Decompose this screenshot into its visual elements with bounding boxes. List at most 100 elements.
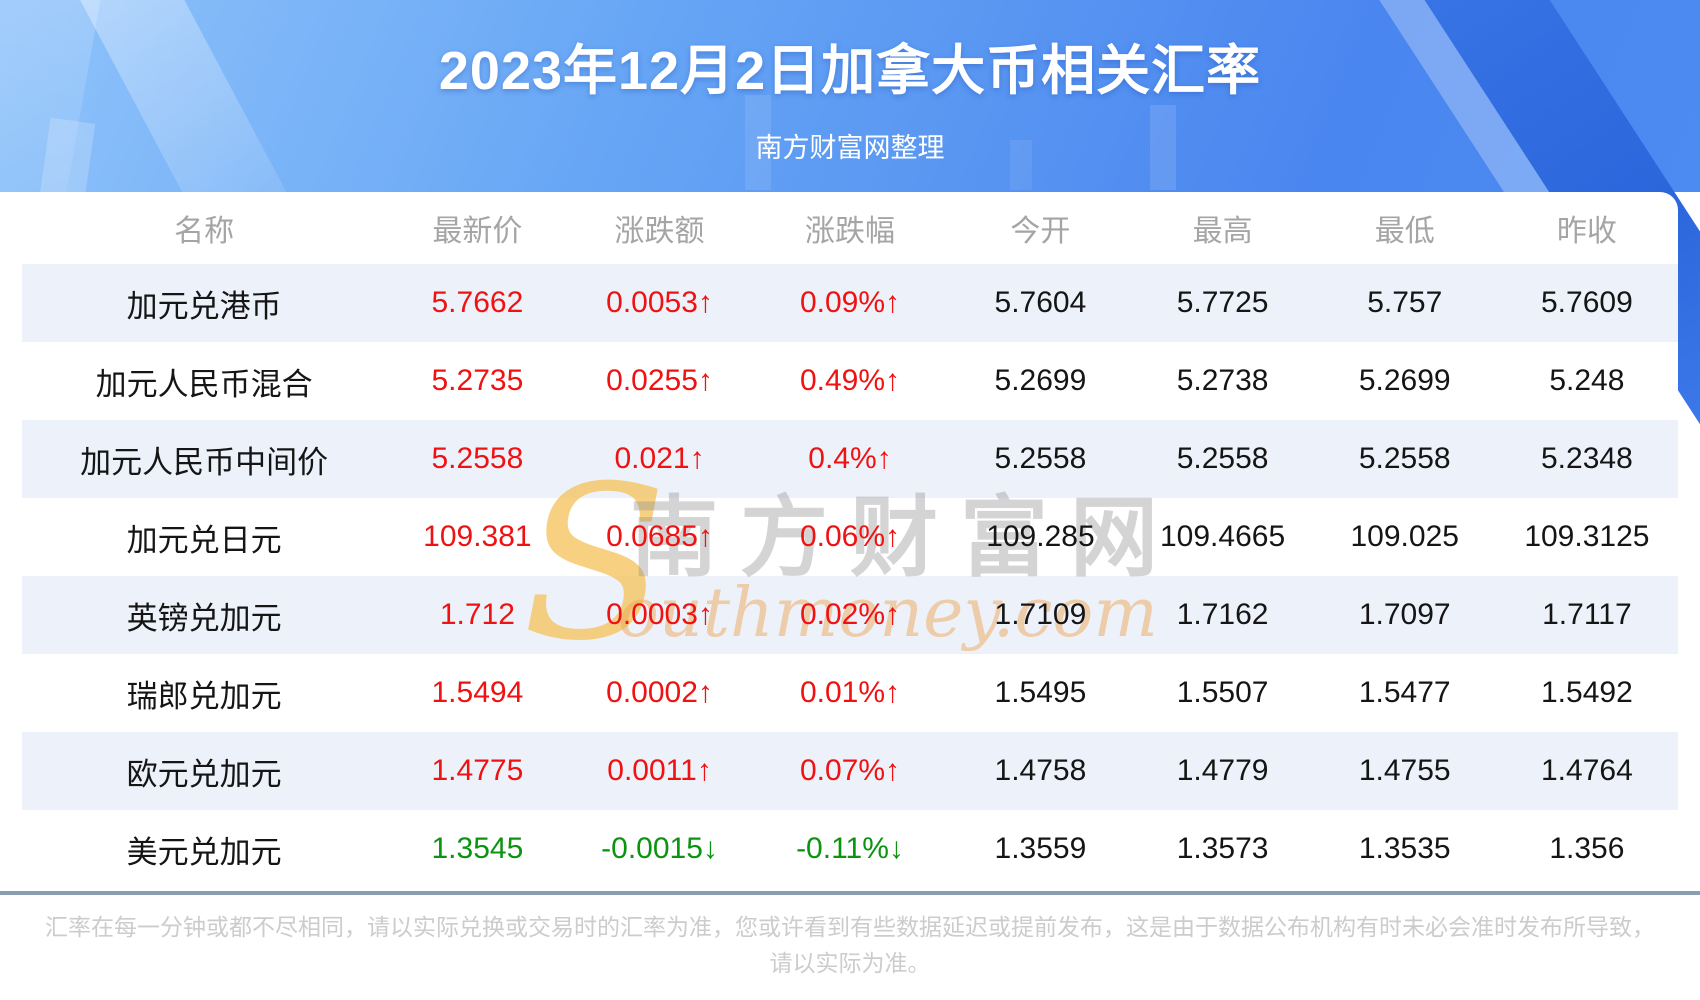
cell-text: 1.7097 bbox=[1358, 598, 1451, 631]
cell-text: 5.2558 bbox=[1176, 442, 1269, 475]
cell-text: 5.757 bbox=[1367, 286, 1443, 319]
table-header-row: 名称 最新价 涨跌额 涨跌幅 今开 最高 最低 昨收 bbox=[22, 192, 1678, 264]
column-header: 昨收 bbox=[1496, 206, 1678, 250]
cell-latest: 1.5494 bbox=[386, 676, 568, 710]
cell-low: 109.025 bbox=[1314, 520, 1496, 554]
cell-text: 加元人民币中间价 bbox=[80, 444, 329, 480]
cell-change: 0.0255↑ bbox=[568, 364, 750, 398]
column-header-label: 今开 bbox=[1010, 215, 1071, 248]
cell-low: 1.4755 bbox=[1314, 754, 1496, 788]
cell-prev: 1.7117 bbox=[1496, 598, 1678, 632]
cell-text: 加元人民币混合 bbox=[95, 366, 313, 402]
cell-high: 109.4665 bbox=[1132, 520, 1314, 554]
cell-text: 109.025 bbox=[1350, 520, 1459, 553]
cell-text: 欧元兑加元 bbox=[126, 756, 282, 792]
cell-text: 0.01%↑ bbox=[799, 676, 901, 709]
banner-candle-bar bbox=[745, 95, 771, 190]
cell-text: 0.0002↑ bbox=[606, 676, 713, 709]
cell-text: 1.7109 bbox=[994, 598, 1087, 631]
cell-text: 5.2699 bbox=[1358, 364, 1451, 397]
cell-open: 5.2699 bbox=[949, 364, 1131, 398]
column-header: 今开 bbox=[949, 206, 1131, 250]
cell-text: 0.06%↑ bbox=[799, 520, 901, 553]
cell-name: 英镑兑加元 bbox=[22, 593, 386, 638]
cell-text: 英镑兑加元 bbox=[126, 600, 282, 636]
column-header: 最低 bbox=[1314, 206, 1496, 250]
column-header-label: 名称 bbox=[174, 215, 235, 248]
cell-name: 加元人民币混合 bbox=[22, 359, 386, 404]
column-header: 最新价 bbox=[386, 206, 568, 250]
cell-change: 0.0011↑ bbox=[568, 754, 750, 788]
cell-text: 1.712 bbox=[439, 598, 515, 631]
cell-text: 5.7662 bbox=[431, 286, 524, 319]
table-row: 瑞郎兑加元 1.5494 0.0002↑ 0.01%↑ 1.5495 1.5507 1.54… bbox=[22, 654, 1678, 732]
cell-text: 1.4764 bbox=[1541, 754, 1633, 787]
cell-text: 5.2348 bbox=[1541, 442, 1633, 475]
table-row: 美元兑加元 1.3545 -0.0015↓ -0.11%↓ 1.3559 1.3573 1.… bbox=[22, 810, 1678, 888]
column-header-label: 涨跌额 bbox=[614, 215, 705, 248]
cell-text: 0.09%↑ bbox=[799, 286, 901, 319]
cell-text: 1.356 bbox=[1549, 832, 1625, 865]
cell-name: 美元兑加元 bbox=[22, 827, 386, 872]
cell-low: 1.3535 bbox=[1314, 832, 1496, 866]
cell-prev: 5.7609 bbox=[1496, 286, 1678, 320]
banner-candle-bar bbox=[1150, 105, 1176, 190]
cell-pct: 0.4%↑ bbox=[751, 442, 950, 476]
table-body: 加元兑港币 5.7662 0.0053↑ 0.09%↑ 5.7604 5.7725 5.75… bbox=[22, 264, 1678, 888]
cell-text: 5.2738 bbox=[1176, 364, 1269, 397]
cell-text: 109.4665 bbox=[1160, 520, 1286, 553]
cell-text: 1.5495 bbox=[994, 676, 1087, 709]
cell-prev: 1.4764 bbox=[1496, 754, 1678, 788]
cell-high: 1.3573 bbox=[1132, 832, 1314, 866]
cell-latest: 5.2735 bbox=[386, 364, 568, 398]
cell-change: -0.0015↓ bbox=[568, 832, 750, 866]
cell-text: 1.5492 bbox=[1541, 676, 1633, 709]
cell-name: 加元人民币中间价 bbox=[22, 437, 386, 482]
cell-text: 5.2558 bbox=[1358, 442, 1451, 475]
cell-text: 1.4758 bbox=[994, 754, 1087, 787]
cell-text: 1.3573 bbox=[1176, 832, 1269, 865]
cell-text: 5.7604 bbox=[994, 286, 1087, 319]
cell-text: 1.7117 bbox=[1542, 598, 1632, 631]
cell-text: -0.11%↓ bbox=[796, 832, 904, 865]
cell-high: 1.4779 bbox=[1132, 754, 1314, 788]
cell-prev: 109.3125 bbox=[1496, 520, 1678, 554]
cell-text: 0.0053↑ bbox=[606, 286, 713, 319]
cell-text: 0.0003↑ bbox=[606, 598, 713, 631]
cell-open: 1.3559 bbox=[949, 832, 1131, 866]
cell-text: 0.02%↑ bbox=[799, 598, 901, 631]
cell-open: 5.7604 bbox=[949, 286, 1131, 320]
cell-name: 瑞郎兑加元 bbox=[22, 671, 386, 716]
cell-text: 5.7725 bbox=[1176, 286, 1269, 319]
cell-text: 109.3125 bbox=[1524, 520, 1650, 553]
disclaimer-line: 请以实际为准。 bbox=[769, 950, 931, 976]
cell-high: 5.2738 bbox=[1132, 364, 1314, 398]
column-header: 名称 bbox=[22, 206, 386, 250]
cell-text: 1.4755 bbox=[1358, 754, 1451, 787]
cell-open: 5.2558 bbox=[949, 442, 1131, 476]
cell-text: 1.5477 bbox=[1358, 676, 1451, 709]
cell-text: 5.2699 bbox=[994, 364, 1087, 397]
table-row: 加元人民币混合 5.2735 0.0255↑ 0.49%↑ 5.2699 5.2738 5.… bbox=[22, 342, 1678, 420]
cell-text: 5.2735 bbox=[431, 364, 524, 397]
cell-latest: 1.3545 bbox=[386, 832, 568, 866]
cell-change: 0.0003↑ bbox=[568, 598, 750, 632]
column-header: 最高 bbox=[1132, 206, 1314, 250]
cell-text: 0.0011↑ bbox=[607, 754, 712, 787]
cell-text: 0.4%↑ bbox=[808, 442, 892, 475]
cell-low: 5.757 bbox=[1314, 286, 1496, 320]
cell-name: 加元兑日元 bbox=[22, 515, 386, 560]
cell-pct: 0.49%↑ bbox=[751, 364, 950, 398]
cell-text: 加元兑日元 bbox=[126, 522, 282, 558]
cell-pct: 0.01%↑ bbox=[751, 676, 950, 710]
cell-high: 1.7162 bbox=[1132, 598, 1314, 632]
column-header-label: 最新价 bbox=[432, 215, 523, 248]
cell-text: 0.07%↑ bbox=[799, 754, 901, 787]
cell-prev: 5.248 bbox=[1496, 364, 1678, 398]
table-row: 加元人民币中间价 5.2558 0.021↑ 0.4%↑ 5.2558 5.2558 5.2… bbox=[22, 420, 1678, 498]
cell-latest: 5.2558 bbox=[386, 442, 568, 476]
cell-high: 5.7725 bbox=[1132, 286, 1314, 320]
cell-pct: 0.06%↑ bbox=[751, 520, 950, 554]
cell-change: 0.0685↑ bbox=[568, 520, 750, 554]
disclaimer-line: 汇率在每一分钟或都不尽相同，请以实际兑换或交易时的汇率为准，您或许看到有些数据延… bbox=[45, 914, 1655, 940]
